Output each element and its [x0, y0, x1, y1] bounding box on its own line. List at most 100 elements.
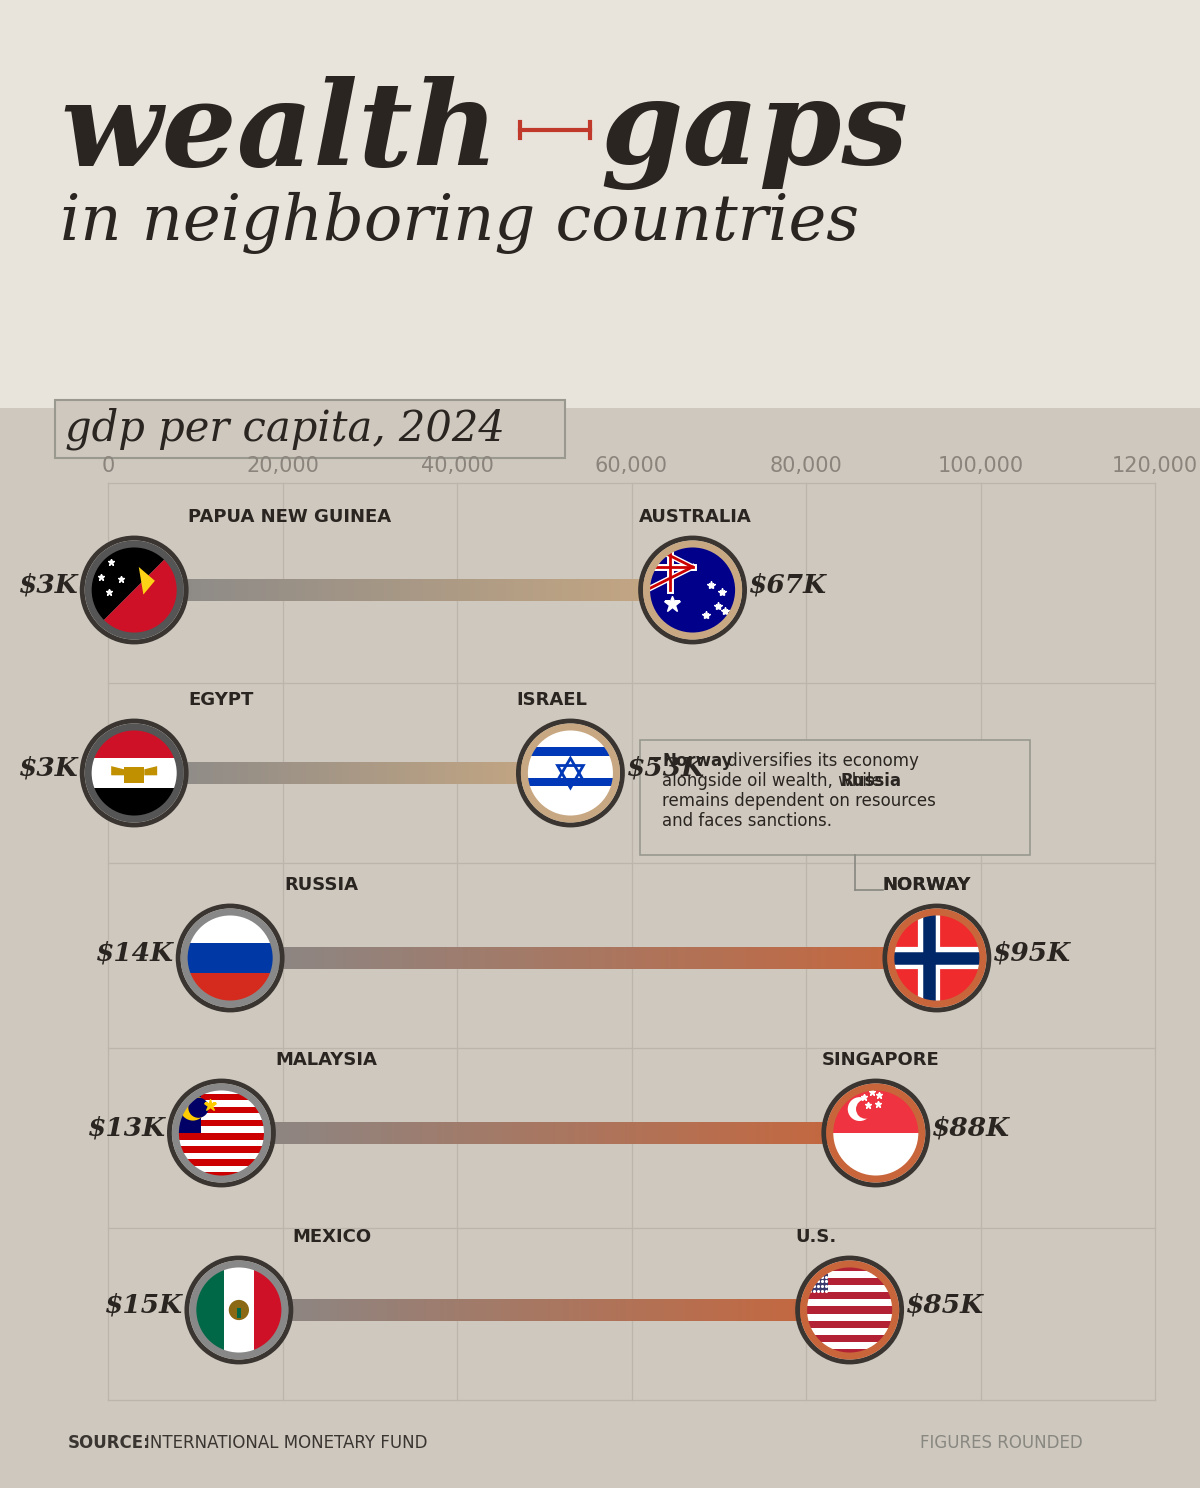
Bar	[188, 762, 190, 784]
Bar	[257, 1122, 258, 1144]
Bar	[476, 762, 478, 784]
Bar	[238, 946, 240, 969]
Bar	[304, 579, 306, 601]
Bar	[175, 1107, 268, 1113]
Bar	[494, 762, 497, 784]
Bar	[341, 762, 342, 784]
Bar	[263, 579, 264, 601]
Bar	[442, 579, 443, 601]
Bar	[317, 946, 319, 969]
Bar	[554, 579, 557, 601]
Bar	[455, 579, 456, 601]
Bar	[410, 762, 412, 784]
Bar	[614, 946, 617, 969]
Bar	[850, 1122, 852, 1144]
Bar	[355, 946, 358, 969]
Bar	[558, 579, 560, 601]
Bar	[283, 579, 284, 601]
Bar	[318, 1299, 320, 1321]
Bar	[826, 1299, 827, 1321]
Bar	[566, 1122, 569, 1144]
Bar	[598, 579, 600, 601]
Bar	[350, 1122, 353, 1144]
Bar	[793, 1299, 794, 1321]
Bar	[923, 946, 925, 969]
Bar	[308, 762, 310, 784]
Bar	[484, 579, 486, 601]
Bar	[463, 579, 466, 601]
Bar	[265, 1122, 268, 1144]
Bar	[546, 579, 547, 601]
Bar	[492, 762, 493, 784]
Bar	[739, 1299, 742, 1321]
Bar	[508, 1299, 510, 1321]
Bar	[499, 579, 500, 601]
Bar	[251, 762, 252, 784]
Bar	[313, 762, 314, 784]
Bar	[320, 762, 322, 784]
Bar	[409, 946, 412, 969]
Bar	[569, 946, 571, 969]
Bar	[935, 946, 937, 969]
Text: NORWAY: NORWAY	[883, 876, 971, 894]
Bar	[852, 1122, 854, 1144]
Bar	[338, 1299, 341, 1321]
Bar	[344, 579, 347, 601]
Bar	[377, 946, 378, 969]
Bar	[522, 762, 524, 784]
Bar	[830, 1122, 832, 1144]
Bar	[727, 1122, 730, 1144]
Bar	[652, 1122, 653, 1144]
Circle shape	[524, 728, 617, 818]
Bar	[485, 1122, 487, 1144]
Bar	[391, 1299, 394, 1321]
Bar	[277, 579, 280, 601]
Bar	[473, 1299, 475, 1321]
Bar	[804, 1263, 895, 1271]
Bar	[607, 946, 610, 969]
Bar	[166, 762, 168, 784]
Bar	[184, 973, 276, 1004]
Bar	[184, 762, 185, 784]
Bar	[524, 762, 526, 784]
Bar	[911, 946, 913, 969]
Bar	[396, 1122, 398, 1144]
Bar	[268, 1299, 270, 1321]
Bar	[641, 740, 1031, 856]
Bar	[240, 946, 242, 969]
Bar	[497, 762, 498, 784]
Bar	[300, 579, 301, 601]
Bar	[544, 946, 546, 969]
Bar	[415, 579, 418, 601]
Bar	[88, 757, 180, 789]
Bar	[340, 762, 341, 784]
Bar	[308, 1299, 310, 1321]
Bar	[804, 1327, 895, 1335]
Bar	[508, 946, 510, 969]
Bar	[840, 1299, 841, 1321]
Bar	[235, 946, 238, 969]
Bar	[534, 579, 536, 601]
Bar	[452, 762, 454, 784]
Bar	[347, 579, 348, 601]
Bar	[570, 579, 571, 601]
Bar	[713, 946, 715, 969]
Bar	[554, 762, 556, 784]
Bar	[619, 1299, 622, 1321]
Text: $88K: $88K	[931, 1116, 1010, 1140]
Bar	[410, 1299, 412, 1321]
Bar	[516, 1122, 518, 1144]
Bar	[928, 946, 930, 969]
Bar	[268, 946, 270, 969]
Text: $15K: $15K	[104, 1293, 182, 1317]
Bar	[908, 946, 911, 969]
Bar	[355, 762, 356, 784]
Bar	[804, 1342, 895, 1350]
Bar	[199, 579, 202, 601]
Bar	[440, 1299, 443, 1321]
Text: alongside oil wealth, while: alongside oil wealth, while	[662, 772, 887, 790]
Bar	[692, 946, 695, 969]
Bar	[374, 1122, 377, 1144]
Bar	[698, 946, 701, 969]
Bar	[246, 579, 247, 601]
